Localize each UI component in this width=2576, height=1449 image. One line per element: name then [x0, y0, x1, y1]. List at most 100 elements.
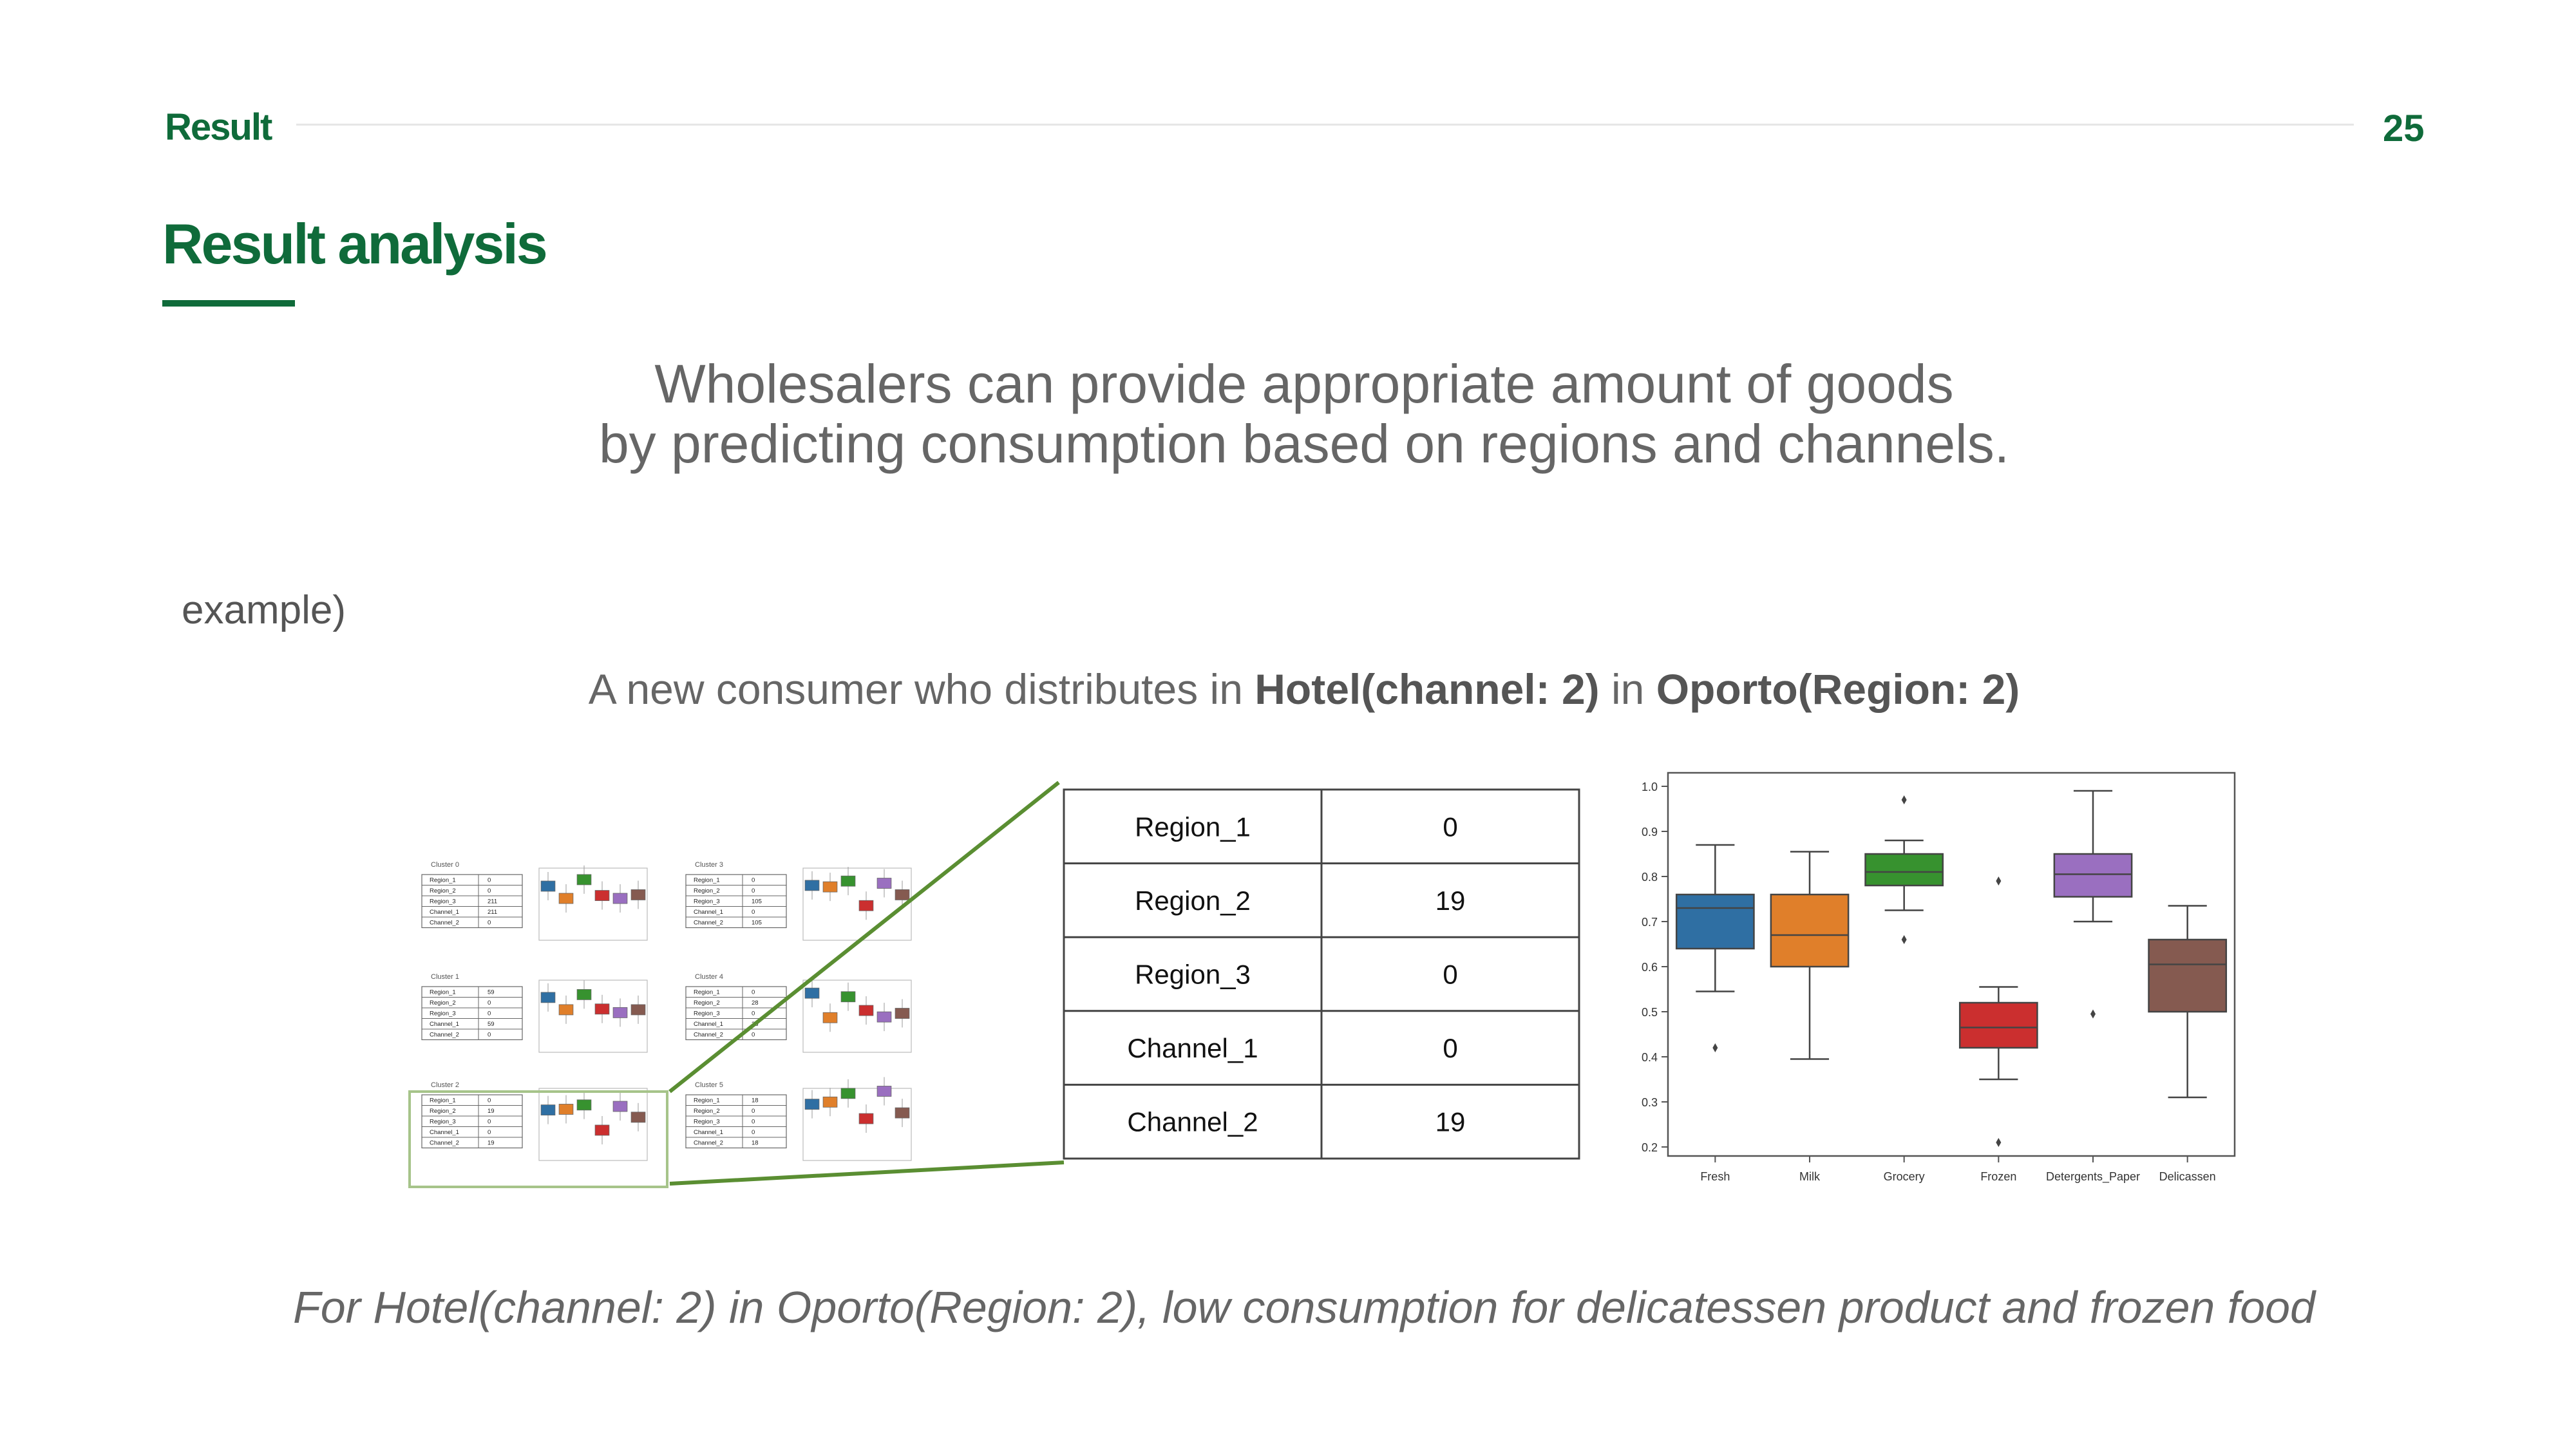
header-divider: [296, 124, 2354, 126]
thumbnail-row-label: Region_1: [694, 877, 720, 884]
zoom-table-value: 0: [1443, 811, 1457, 842]
thumbnail-plot-frame: [802, 1088, 912, 1161]
thumbnail-row-label: Region_3: [694, 1010, 720, 1018]
thumbnail-box: [876, 1011, 892, 1023]
thumbnail-table-frame: [421, 986, 523, 1041]
outlier-point: [1996, 1138, 2002, 1147]
thumbnail-row-label: Region_2: [694, 1108, 720, 1115]
thumbnail-box: [822, 1096, 838, 1108]
thumbnail-row-value: 28: [752, 999, 759, 1007]
thumbnail-row-label: Region_2: [430, 999, 456, 1007]
thumbnail-row-label: Channel_1: [694, 1129, 723, 1136]
consumer-description: A new consumer who distributes in Hotel(…: [386, 665, 2222, 714]
cluster-thumbnails: Cluster 0 Region_1 0 Region_2 0 Region_3 211 Ch…: [421, 861, 912, 1161]
thumbnail-cluster-label: Cluster 0: [431, 861, 459, 869]
thumbnail-row-value: 0: [752, 989, 755, 996]
thumbnail-row-value: 0: [488, 920, 491, 927]
thumbnail-row-value: 19: [488, 1108, 495, 1115]
thumbnail-row-label: Channel_2: [430, 1032, 459, 1039]
x-tick-label: Milk: [1799, 1170, 1821, 1183]
thumbnail-row-value: 0: [752, 1108, 755, 1115]
thumbnail-box: [840, 875, 856, 887]
outlier-point: [1901, 795, 1907, 804]
box-detergents-paper: [2053, 853, 2133, 898]
outlier-point: [1901, 935, 1907, 944]
thumbnail-row-label: Region_1: [430, 989, 456, 996]
y-tick-label: 0.6: [1642, 961, 1658, 974]
thumbnail-row-label: Region_3: [694, 898, 720, 905]
y-tick-label: 0.8: [1642, 871, 1658, 884]
thumbnail-box: [895, 1008, 910, 1019]
thumbnail-row-label: Channel_2: [430, 1140, 459, 1147]
thumbnail-box: [822, 881, 838, 893]
thumbnail-box: [876, 878, 892, 889]
thumbnail-row-value: 211: [488, 898, 497, 905]
thumbnail-box: [558, 893, 574, 904]
thumbnail-row-label: Region_1: [694, 989, 720, 996]
zoom-table-value: 0: [1443, 960, 1457, 990]
thumbnail-row-label: Channel_2: [694, 920, 723, 927]
thumbnail-box: [840, 1088, 856, 1099]
thumbnail-table-frame: [421, 1094, 523, 1149]
thumbnail-box: [858, 1005, 874, 1016]
thumbnail-row-value: 0: [752, 1032, 755, 1039]
outlier-point: [1996, 876, 2002, 886]
zoom-table-label: Channel_1: [1127, 1033, 1258, 1063]
thumbnail-row-value: 0: [488, 1032, 491, 1039]
callout-line-top: [668, 781, 1060, 1094]
main-message: Wholesalers can provide appropriate amou…: [386, 354, 2222, 474]
thumbnail-table-frame: [685, 874, 787, 929]
thumbnail-row-value: 59: [488, 989, 495, 996]
boxplot-chart: 0.2 0.3 0.4 0.5 0.6 0.7 0.8 0.9 1.0 Fresh Milk Groc…: [1642, 772, 2236, 1184]
thumbnail-row-label: Region_2: [694, 887, 720, 895]
thumbnail-box: [540, 1104, 556, 1115]
y-tick-label: 0.9: [1642, 826, 1658, 838]
thumbnail-box: [858, 1113, 874, 1124]
thumbnail-box: [895, 1107, 910, 1119]
thumbnail-box: [576, 989, 592, 1000]
thumbnail-box: [804, 1099, 820, 1110]
title-underline: [162, 300, 295, 307]
y-tick-label: 1.0: [1642, 781, 1658, 793]
plot-frame: [1667, 772, 2236, 1157]
consumer-channel: Hotel(channel: 2): [1255, 665, 1600, 713]
thumbnail-row-label: Channel_2: [430, 920, 459, 927]
consumer-region: Oporto(Region: 2): [1656, 665, 2020, 713]
thumbnail-box: [840, 991, 856, 1003]
thumbnail-box: [804, 880, 820, 891]
thumbnail-cluster-label: Cluster 2: [431, 1081, 459, 1089]
main-message-line-1: Wholesalers can provide appropriate amou…: [654, 354, 1954, 414]
thumbnail-box: [594, 1124, 610, 1136]
zoom-callout: [408, 781, 1065, 1188]
example-label: example): [182, 588, 346, 632]
thumbnail-row-label: Region_3: [430, 1010, 456, 1018]
box-grocery: [1864, 853, 1944, 887]
thumbnail-row-label: Region_3: [430, 1119, 456, 1126]
thumbnail-table-frame: [685, 1094, 787, 1149]
thumbnail-row-value: 0: [752, 1119, 755, 1126]
zoom-table-label: Region_3: [1135, 960, 1251, 990]
selected-cluster-highlight: [408, 1090, 668, 1188]
y-tick-label: 0.4: [1642, 1051, 1658, 1064]
x-tick-label: Grocery: [1884, 1170, 1925, 1183]
thumbnail-row-value: 19: [488, 1140, 495, 1147]
box-fresh: [1675, 893, 1755, 950]
consumer-middle: in: [1599, 665, 1656, 713]
thumbnail-row-value: 0: [488, 1119, 491, 1126]
thumbnail-box: [576, 1099, 592, 1111]
thumbnail-row-label: Channel_2: [694, 1032, 723, 1039]
thumbnail-box: [876, 1086, 892, 1097]
zoom-table-value: 0: [1443, 1033, 1457, 1063]
thumbnail-plot-frame: [538, 1088, 648, 1161]
thumbnail-box: [558, 1104, 574, 1115]
thumbnail-box: [630, 1004, 646, 1016]
thumbnail-row-label: Region_2: [430, 887, 456, 895]
thumbnail-row-value: 0: [488, 877, 491, 884]
x-tick-label: Delicassen: [2159, 1170, 2216, 1183]
thumbnail-box: [594, 890, 610, 901]
outlier-point: [2090, 1009, 2096, 1019]
y-tick-label: 0.3: [1642, 1096, 1658, 1109]
thumbnail-box: [895, 889, 910, 900]
thumbnail-row-value: 0: [752, 887, 755, 895]
